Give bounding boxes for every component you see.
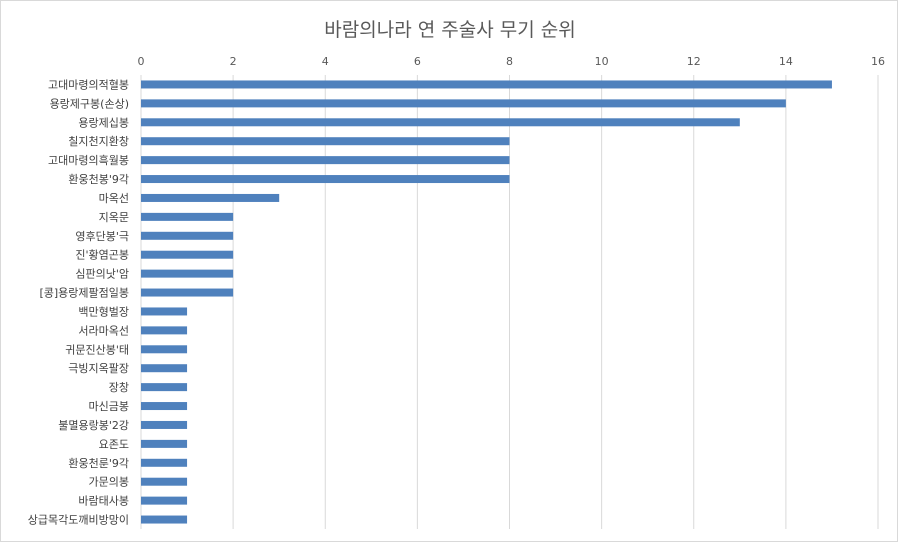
bar [141,496,188,505]
category-label: 심판의낫'암 [75,268,129,281]
category-label: 진'황염곤봉 [75,249,129,262]
x-tick-label: 4 [322,55,329,68]
category-label: 백만형벌장 [78,305,129,318]
bar [141,80,832,89]
category-label: 요존도 [99,438,129,451]
category-label: 환웅천봉'9각 [68,172,129,186]
bar [141,420,188,429]
bar [141,515,188,524]
category-label: 마신금봉 [89,400,129,413]
category-label: 바람태사봉 [78,495,129,508]
bar [141,99,786,108]
bar [141,402,188,411]
bar [141,288,234,297]
bar [141,212,234,221]
category-label: 고대마령의흑월봉 [48,153,129,167]
x-tick-label: 0 [138,55,145,68]
x-axis-ticks: 0 2 4 6 8 10 12 14 16 [138,55,886,68]
x-tick-label: 16 [871,55,885,68]
category-label: 고대마령의적혈봉 [48,77,129,91]
bar [141,231,234,240]
category-label: 칠지천지환창 [68,134,129,148]
category-label: 불멸용랑봉'2강 [58,419,129,432]
category-label: 귀문진산봉'태 [65,343,129,356]
bar [141,439,188,448]
bar [141,383,188,392]
category-label: 상급목각도깨비방망이 [28,514,129,527]
category-label: 장창 [109,381,129,394]
bar [141,137,510,146]
category-label: 서라마옥선 [78,324,129,337]
bar [141,364,188,373]
category-label: 용랑제십봉 [78,116,129,129]
category-label: 용랑제구봉(손상) [50,97,129,110]
x-tick-label: 14 [779,55,793,68]
category-label: 환웅천룬'9각 [68,456,129,470]
bars [141,80,832,524]
category-label: 영후단봉'극 [75,230,129,243]
bar [141,307,188,316]
x-tick-label: 6 [414,55,421,68]
category-label: 지옥문 [99,211,129,224]
bar [141,269,234,278]
category-label: 가문의봉 [89,476,129,489]
x-tick-label: 10 [595,55,609,68]
category-label: [콩]용랑제팔점일봉 [39,286,129,300]
bar [141,250,234,259]
bar [141,156,510,165]
bar [141,458,188,467]
bar [141,175,510,184]
category-label: 극빙지옥팔장 [68,362,129,375]
x-tick-label: 8 [506,55,513,68]
bar [141,477,188,486]
category-label: 마옥선 [99,192,129,205]
x-tick-label: 12 [687,55,701,68]
bar [141,345,188,354]
chart-title: 바람의나라 연 주술사 무기 순위 [324,19,575,41]
bar [141,326,188,335]
x-tick-label: 2 [230,55,237,68]
bar [141,118,740,127]
gridlines [140,75,879,529]
bar [141,193,280,202]
